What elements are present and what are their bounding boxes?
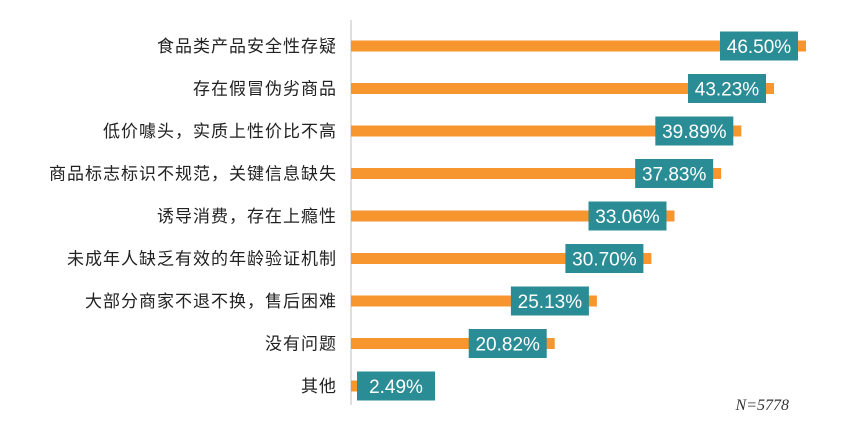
- bar: [351, 125, 742, 137]
- category-label: 低价噱头，实质上性价比不高: [103, 122, 337, 142]
- category-label: 食品类产品安全性存疑: [157, 37, 337, 57]
- value-label-box: [565, 244, 644, 273]
- bar: [351, 253, 652, 264]
- bar: [351, 40, 806, 52]
- value-label: 37.83%: [642, 165, 707, 186]
- value-label-box: [588, 201, 667, 231]
- bars-group: 食品类产品安全性存疑 46.50% 存在假冒伪劣商品 43.23% 低价噱头，实质上性价…: [49, 31, 806, 401]
- category-label: 诱导消费，存在上瘾性: [157, 207, 337, 227]
- category-label: 没有问题: [265, 335, 337, 355]
- category-label: 商品标志标识不规范，关键信息缺失: [49, 165, 337, 185]
- value-label-box: [468, 329, 547, 358]
- value-label-box: [655, 116, 734, 146]
- value-label: 46.50%: [727, 37, 792, 58]
- value-label: 25.13%: [518, 292, 583, 313]
- bar: [351, 83, 775, 94]
- category-label: 其他: [301, 377, 337, 397]
- bar: [351, 338, 555, 349]
- value-label: 20.82%: [475, 335, 540, 356]
- value-label-box: [510, 286, 589, 316]
- category-label: 存在假冒伪劣商品: [193, 80, 337, 100]
- sample-size-note: N=5778: [735, 397, 789, 414]
- value-label-box: [357, 371, 435, 401]
- value-label: 30.70%: [572, 250, 637, 271]
- category-label: 大部分商家不退不换，售后困难: [85, 292, 337, 312]
- bar: [351, 295, 597, 307]
- value-label-box: [635, 159, 714, 188]
- value-label: 33.06%: [595, 207, 660, 228]
- bar: [351, 210, 675, 222]
- value-label-box: [720, 31, 798, 61]
- category-label: 未成年人缺乏有效的年龄验证机制: [67, 250, 337, 270]
- value-label: 39.89%: [662, 122, 727, 143]
- value-label: 43.23%: [695, 80, 760, 101]
- bar: [351, 168, 722, 179]
- value-label-box: [688, 74, 767, 103]
- value-label: 2.49%: [369, 377, 423, 398]
